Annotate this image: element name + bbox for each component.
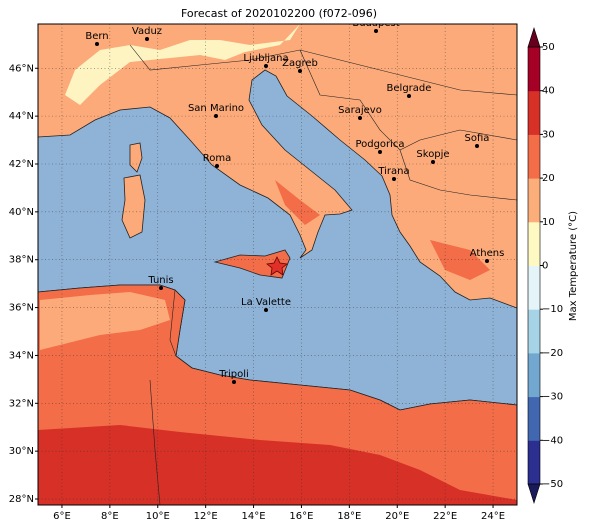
city-dot <box>431 160 435 164</box>
colorbar-bin <box>528 221 540 266</box>
y-tick-label: 30°N <box>9 446 34 457</box>
x-tick-label: 14°E <box>242 511 266 522</box>
y-tick-label: 34°N <box>9 350 34 361</box>
colorbar-tick-label: 0 <box>542 261 548 272</box>
warm-zone <box>275 180 320 225</box>
city-label: Tirana <box>377 166 409 177</box>
city-dot <box>232 380 236 384</box>
city-dot <box>145 37 149 41</box>
city-label: Budapest <box>352 18 399 29</box>
colorbar: −50 −40 −30 −20 −10 0 10 20 30 40 50 <box>527 27 563 504</box>
colorbar-tick-label: −30 <box>542 392 563 403</box>
colorbar-tick-label: 30 <box>542 129 555 140</box>
colorbar-bin <box>528 309 540 354</box>
colorbar-bin <box>528 178 540 223</box>
city-label: Athens <box>470 248 505 259</box>
city-dot <box>214 114 218 118</box>
city-label: Vaduz <box>132 26 162 37</box>
city-dot <box>298 69 302 73</box>
y-tick-label: 42°N <box>9 159 34 170</box>
x-tick-label: 10°E <box>146 511 170 522</box>
city-dot <box>95 42 99 46</box>
y-tick-label: 28°N <box>9 494 34 505</box>
x-tick-label: 8°E <box>101 511 119 522</box>
x-tick-label: 18°E <box>337 511 361 522</box>
y-tick-label: 40°N <box>9 207 34 218</box>
y-tick-label: 32°N <box>9 398 34 409</box>
colorbar-under <box>527 483 541 504</box>
city-dot <box>407 94 411 98</box>
city-dot <box>378 150 382 154</box>
colorbar-bin <box>528 134 540 179</box>
city-dot <box>215 164 219 168</box>
colorbar-tick-label: 50 <box>542 42 555 53</box>
alps-cool-zone <box>38 24 300 105</box>
city-label: Podgorica <box>355 139 404 150</box>
axes: 6°E 8°E 10°E 12°E 14°E 16°E 18°E 20°E 22°E 24°E 28… <box>9 63 505 522</box>
city-label: Ljubljana <box>243 53 288 64</box>
colorbar-label: Max Temperature (°C) <box>568 211 579 321</box>
x-tick-label: 6°E <box>53 511 71 522</box>
colorbar-bin <box>528 47 540 92</box>
city-label: Sarajevo <box>338 105 382 116</box>
city-dot <box>475 144 479 148</box>
map-frame <box>37 23 518 506</box>
x-tick-label: 22°E <box>433 511 457 522</box>
city-dot <box>485 259 489 263</box>
colorbar-tick-label: 40 <box>542 86 555 97</box>
y-tick-label: 46°N <box>9 63 34 74</box>
map-title: Forecast of 2020102200 (f072-096) <box>181 7 377 20</box>
city-dot <box>159 286 163 290</box>
city-dot <box>264 308 268 312</box>
city-label: San Marino <box>188 103 244 114</box>
city-label: Bern <box>85 31 108 42</box>
x-tick-label: 20°E <box>385 511 409 522</box>
colorbar-bin <box>528 265 540 310</box>
y-tick-label: 38°N <box>9 255 34 266</box>
event-star <box>266 256 288 276</box>
city-label: Zagreb <box>282 58 318 69</box>
city-label: Sofia <box>465 133 490 144</box>
sardinia <box>121 174 146 239</box>
city-label: Roma <box>203 153 232 164</box>
colorbar-over <box>527 27 541 48</box>
x-tick-label: 12°E <box>194 511 218 522</box>
city-dot <box>264 64 268 68</box>
colorbar-tick-label: −20 <box>542 348 563 359</box>
colorbar-bin <box>528 352 540 398</box>
colorbar-tick-label: −40 <box>542 435 563 446</box>
colorbar-tick-label: 20 <box>542 173 555 184</box>
city-dot <box>358 116 362 120</box>
city-dot <box>374 29 378 33</box>
colorbar-tick-label: −10 <box>542 304 563 315</box>
city-label: La Valette <box>241 297 291 308</box>
graticule <box>38 24 517 505</box>
colorbar-bin <box>528 396 540 441</box>
city-label: Tripoli <box>218 369 249 380</box>
colorbar-bin <box>528 440 540 485</box>
colorbar-tick-label: 10 <box>542 217 555 228</box>
city-label: Skopje <box>416 149 449 160</box>
coastal-zone <box>40 292 170 350</box>
x-tick-label: 24°E <box>481 511 505 522</box>
city-dot <box>392 177 396 181</box>
y-tick-label: 44°N <box>9 111 34 122</box>
colorbar-tick-label: −50 <box>542 479 563 490</box>
city-label: Belgrade <box>387 83 432 94</box>
corsica <box>129 142 143 173</box>
x-tick-label: 16°E <box>289 511 313 522</box>
city-label: Tunis <box>147 275 173 286</box>
colorbar-bin <box>528 90 540 135</box>
y-tick-label: 36°N <box>9 303 34 314</box>
